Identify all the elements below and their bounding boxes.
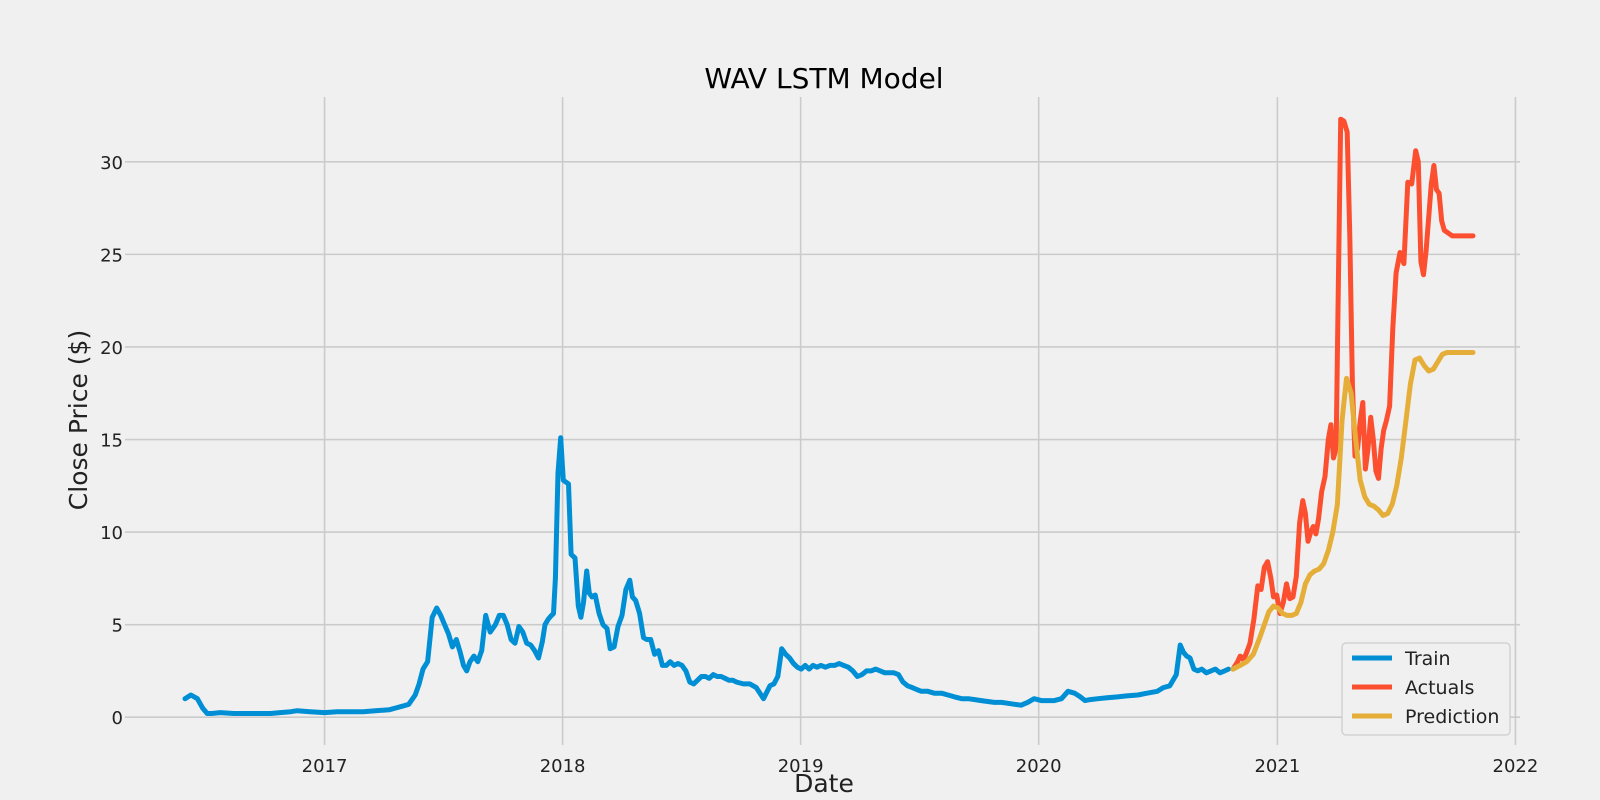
x-axis-label: Date (794, 769, 854, 798)
grid (125, 97, 1520, 745)
x-tick-label: 2022 (1493, 756, 1539, 777)
legend-label-prediction: Prediction (1405, 706, 1499, 728)
y-tick-label: 0 (112, 708, 123, 729)
x-tick-label: 2020 (1016, 756, 1062, 777)
chart-title: WAV LSTM Model (704, 62, 943, 95)
series-group (182, 116, 1476, 716)
legend-label-actuals: Actuals (1405, 677, 1474, 699)
legend: Train Actuals Prediction (1341, 642, 1511, 736)
y-tick-label: 25 (100, 245, 123, 266)
y-tick-label: 30 (100, 153, 123, 174)
x-tick-label: 2018 (540, 756, 586, 777)
legend-box (1341, 642, 1511, 736)
y-tick-label: 15 (100, 431, 123, 452)
y-tick-label: 20 (100, 338, 123, 359)
x-tick-label: 2021 (1254, 756, 1300, 777)
y-axis-label: Close Price ($) (64, 330, 93, 510)
y-tick-label: 5 (112, 616, 123, 637)
series-line-train (182, 435, 1231, 716)
legend-label-train: Train (1404, 648, 1451, 670)
series-line-prediction (1230, 350, 1476, 672)
x-tick-labels: 2017 2018 2019 2020 2021 2022 (302, 756, 1539, 777)
x-tick-label: 2019 (778, 756, 824, 777)
y-tick-labels: 0 5 10 15 20 25 30 (100, 153, 123, 729)
y-tick-label: 10 (100, 523, 123, 544)
x-tick-label: 2017 (302, 756, 348, 777)
